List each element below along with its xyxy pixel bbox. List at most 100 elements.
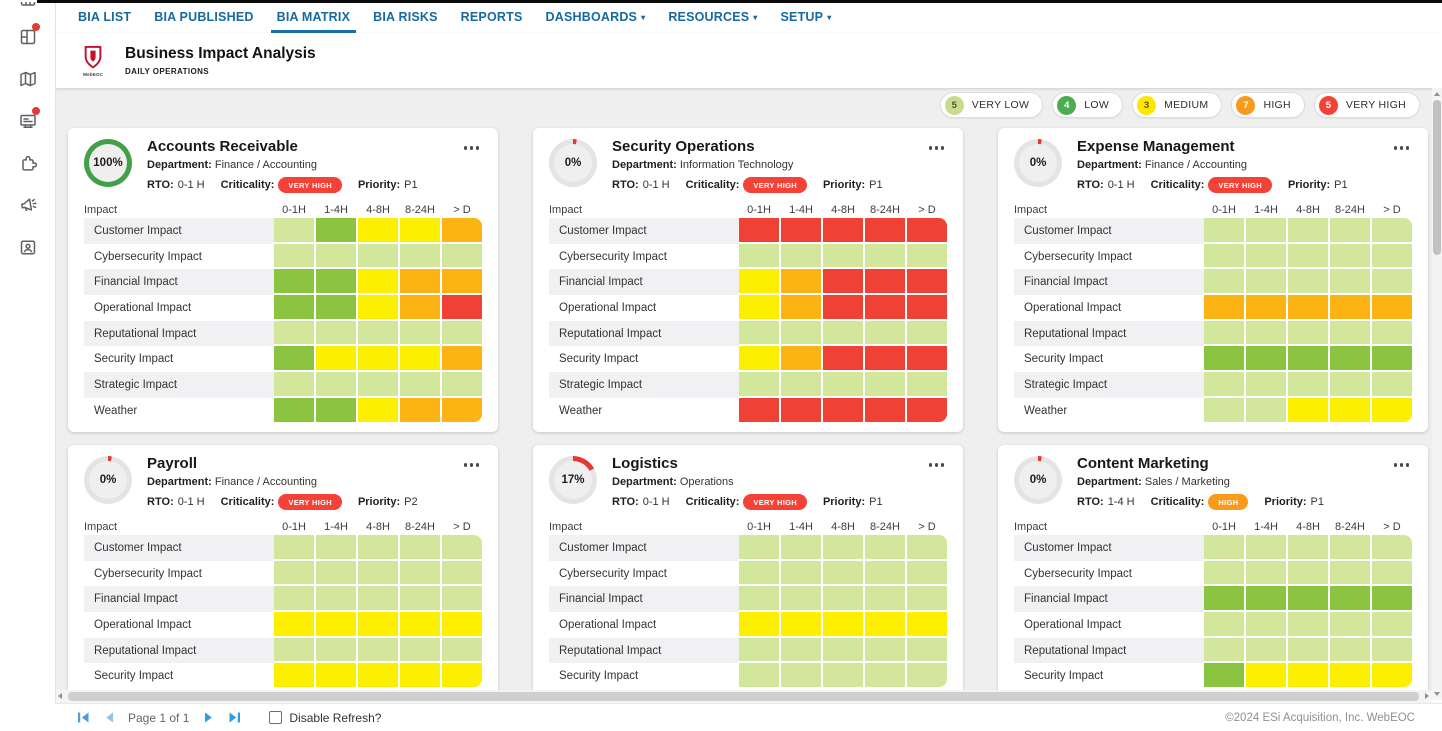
impact-cell[interactable] xyxy=(400,586,440,610)
impact-cell[interactable] xyxy=(400,218,440,242)
impact-cell[interactable] xyxy=(442,244,482,268)
impact-cell[interactable] xyxy=(442,321,482,345)
impact-cell[interactable] xyxy=(1204,398,1244,422)
impact-cell[interactable] xyxy=(781,561,821,585)
impact-cell[interactable] xyxy=(274,244,314,268)
impact-cell[interactable] xyxy=(1330,663,1370,687)
impact-cell[interactable] xyxy=(865,244,905,268)
impact-cell[interactable] xyxy=(442,269,482,293)
impact-cell[interactable] xyxy=(865,638,905,662)
card-menu-icon[interactable] xyxy=(461,460,483,470)
impact-cell[interactable] xyxy=(358,612,398,636)
impact-cell[interactable] xyxy=(823,218,863,242)
impact-cell[interactable] xyxy=(1372,372,1412,396)
impact-cell[interactable] xyxy=(865,586,905,610)
impact-cell[interactable] xyxy=(739,346,779,370)
impact-cell[interactable] xyxy=(358,372,398,396)
legend-pill-low[interactable]: 4LOW xyxy=(1052,92,1123,118)
next-page-button[interactable] xyxy=(195,709,221,727)
card-menu-icon[interactable] xyxy=(461,143,483,153)
impact-cell[interactable] xyxy=(442,372,482,396)
card-menu-icon[interactable] xyxy=(1391,460,1413,470)
tab-bia-list[interactable]: BIA LIST xyxy=(72,0,137,33)
impact-cell[interactable] xyxy=(907,218,947,242)
impact-cell[interactable] xyxy=(865,561,905,585)
impact-cell[interactable] xyxy=(1372,321,1412,345)
impact-cell[interactable] xyxy=(274,295,314,319)
impact-cell[interactable] xyxy=(442,561,482,585)
impact-cell[interactable] xyxy=(400,295,440,319)
impact-cell[interactable] xyxy=(1288,372,1328,396)
tab-dashboards[interactable]: DASHBOARDS▾ xyxy=(540,0,652,33)
impact-cell[interactable] xyxy=(1246,398,1286,422)
impact-cell[interactable] xyxy=(865,535,905,559)
impact-cell[interactable] xyxy=(400,561,440,585)
impact-cell[interactable] xyxy=(781,295,821,319)
impact-cell[interactable] xyxy=(823,612,863,636)
previous-page-button[interactable] xyxy=(96,709,122,727)
scroll-left-icon[interactable] xyxy=(58,693,62,699)
impact-cell[interactable] xyxy=(358,663,398,687)
impact-cell[interactable] xyxy=(907,321,947,345)
sidebar-item-megaphone[interactable] xyxy=(0,184,55,226)
impact-cell[interactable] xyxy=(865,663,905,687)
impact-cell[interactable] xyxy=(823,398,863,422)
impact-cell[interactable] xyxy=(274,612,314,636)
impact-cell[interactable] xyxy=(1372,346,1412,370)
impact-cell[interactable] xyxy=(316,561,356,585)
scroll-right-icon[interactable] xyxy=(1425,693,1429,699)
last-page-button[interactable] xyxy=(221,709,247,727)
impact-cell[interactable] xyxy=(1204,295,1244,319)
impact-cell[interactable] xyxy=(781,612,821,636)
card-menu-icon[interactable] xyxy=(926,143,948,153)
impact-cell[interactable] xyxy=(1372,295,1412,319)
impact-cell[interactable] xyxy=(907,346,947,370)
impact-cell[interactable] xyxy=(823,372,863,396)
impact-cell[interactable] xyxy=(739,269,779,293)
impact-cell[interactable] xyxy=(1330,269,1370,293)
impact-cell[interactable] xyxy=(823,535,863,559)
impact-cell[interactable] xyxy=(1246,295,1286,319)
impact-cell[interactable] xyxy=(358,586,398,610)
impact-cell[interactable] xyxy=(316,535,356,559)
impact-cell[interactable] xyxy=(316,372,356,396)
impact-cell[interactable] xyxy=(1330,612,1370,636)
impact-cell[interactable] xyxy=(1288,346,1328,370)
impact-cell[interactable] xyxy=(781,372,821,396)
impact-cell[interactable] xyxy=(274,638,314,662)
impact-cell[interactable] xyxy=(739,218,779,242)
impact-cell[interactable] xyxy=(316,269,356,293)
vertical-scrollbar[interactable] xyxy=(1432,88,1442,700)
impact-cell[interactable] xyxy=(274,218,314,242)
first-page-button[interactable] xyxy=(70,709,96,727)
disable-refresh-toggle[interactable]: Disable Refresh? xyxy=(269,711,381,725)
impact-cell[interactable] xyxy=(400,398,440,422)
impact-cell[interactable] xyxy=(442,586,482,610)
impact-cell[interactable] xyxy=(1330,372,1370,396)
impact-cell[interactable] xyxy=(1288,586,1328,610)
impact-cell[interactable] xyxy=(1246,218,1286,242)
impact-cell[interactable] xyxy=(442,398,482,422)
impact-cell[interactable] xyxy=(823,244,863,268)
impact-cell[interactable] xyxy=(1330,346,1370,370)
tab-bia-published[interactable]: BIA PUBLISHED xyxy=(148,0,259,33)
impact-cell[interactable] xyxy=(1288,638,1328,662)
impact-cell[interactable] xyxy=(316,638,356,662)
impact-cell[interactable] xyxy=(1246,346,1286,370)
impact-cell[interactable] xyxy=(400,612,440,636)
impact-cell[interactable] xyxy=(316,398,356,422)
sidebar-item-layout-panels[interactable] xyxy=(0,16,55,58)
impact-cell[interactable] xyxy=(1330,586,1370,610)
legend-pill-medium[interactable]: 3MEDIUM xyxy=(1132,92,1222,118)
impact-cell[interactable] xyxy=(1246,663,1286,687)
impact-cell[interactable] xyxy=(865,321,905,345)
impact-cell[interactable] xyxy=(907,663,947,687)
impact-cell[interactable] xyxy=(1330,535,1370,559)
impact-cell[interactable] xyxy=(400,663,440,687)
impact-cell[interactable] xyxy=(1204,638,1244,662)
impact-cell[interactable] xyxy=(358,561,398,585)
disable-refresh-checkbox[interactable] xyxy=(269,711,282,724)
impact-cell[interactable] xyxy=(1246,535,1286,559)
impact-cell[interactable] xyxy=(400,244,440,268)
impact-cell[interactable] xyxy=(358,218,398,242)
